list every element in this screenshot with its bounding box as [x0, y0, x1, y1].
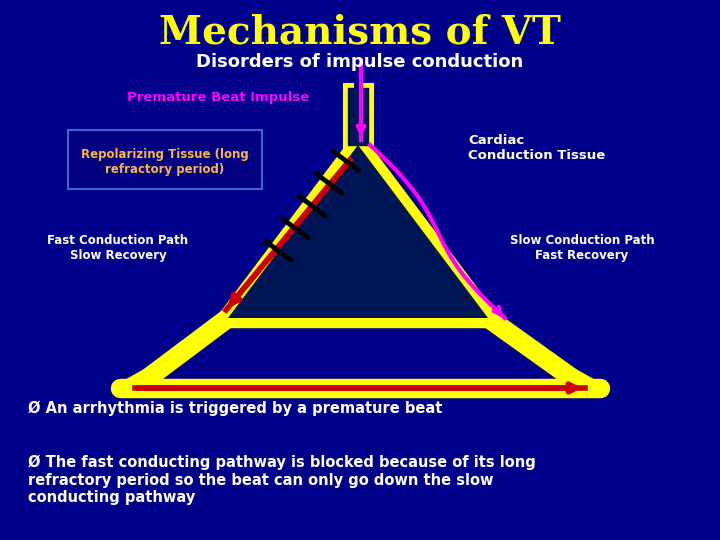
Text: Cardiac
Conduction Tissue: Cardiac Conduction Tissue	[468, 134, 606, 162]
Text: Premature Beat Impulse: Premature Beat Impulse	[127, 91, 309, 104]
Text: Disorders of impulse conduction: Disorders of impulse conduction	[197, 53, 523, 71]
Text: Ø An arrhythmia is triggered by a premature beat: Ø An arrhythmia is triggered by a premat…	[28, 400, 442, 416]
Text: Repolarizing Tissue (long
refractory period): Repolarizing Tissue (long refractory per…	[81, 148, 249, 176]
Polygon shape	[228, 145, 488, 318]
Polygon shape	[228, 145, 488, 318]
Text: Ø The fast conducting pathway is blocked because of its long
refractory period s: Ø The fast conducting pathway is blocked…	[28, 455, 536, 505]
Text: Slow Conduction Path
Fast Recovery: Slow Conduction Path Fast Recovery	[510, 234, 654, 262]
Text: Mechanisms of VT: Mechanisms of VT	[159, 13, 561, 51]
FancyBboxPatch shape	[68, 130, 262, 189]
Text: Fast Conduction Path
Slow Recovery: Fast Conduction Path Slow Recovery	[48, 234, 189, 262]
